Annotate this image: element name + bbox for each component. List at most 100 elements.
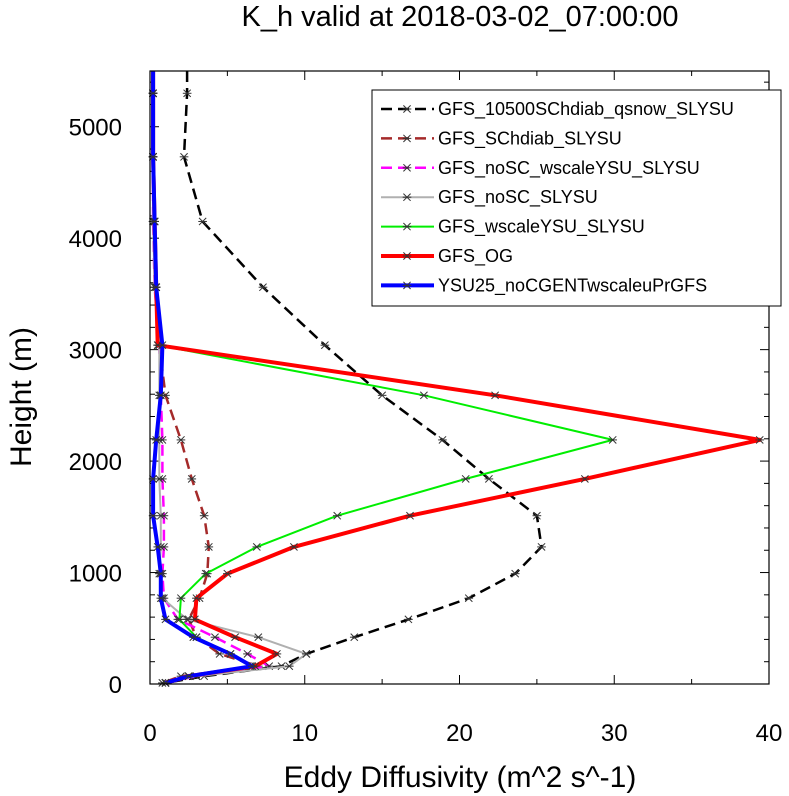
legend-item: GFS_noSC_SLYSU [381,187,598,208]
data-point [190,615,200,624]
legend-item: GFS_wscaleYSU_SLYSU [381,217,645,238]
legend-item: GFS_SChdiab_SLYSU [381,128,622,149]
x-tick-label: 40 [756,720,783,747]
legend-label: GFS_10500SChdiab_qsnow_SLYSU [438,99,734,120]
y-axis-label: Height (m) [5,327,38,467]
legend-item: GFS_10500SChdiab_qsnow_SLYSU [381,99,734,120]
data-point [156,569,166,578]
plot-frame [149,70,770,685]
data-point [755,435,765,444]
data-point [151,435,161,444]
data-point [175,615,184,624]
data-point [179,152,189,161]
data-point [247,662,257,671]
data-point [490,391,500,400]
legend-box [371,89,782,307]
series-YSU25_noCGENTwscaleuPrGFS [148,71,257,687]
data-point [484,474,494,483]
data-point [377,391,387,400]
data-point [156,391,166,400]
legend-item: GFS_OG [381,246,513,267]
legend-marker [402,134,412,143]
data-point [349,633,359,642]
legend-marker [402,193,412,202]
data-point [151,283,161,292]
x-tick-label: 0 [143,720,156,747]
legend-marker [402,163,412,172]
x-tick-label: 30 [601,720,628,747]
data-point [289,542,299,551]
data-point [153,542,163,551]
data-point [258,283,268,292]
series-line [151,71,271,685]
data-point [150,217,159,226]
legend-label: GFS_wscaleYSU_SLYSU [438,217,645,238]
x-tick-label: 10 [291,720,318,747]
data-point [272,649,282,658]
y-tick-label: 3000 [69,338,122,365]
y-tick-label: 4000 [69,226,122,253]
legend-label: GFS_OG [438,246,513,267]
tick-layer: 0 10 20 30 40 0 1000 2000 3000 4000 5000 [69,71,783,747]
data-point [201,569,211,578]
data-point [156,511,166,520]
data-point [192,594,201,603]
chart-title: K_h valid at 2018-03-02_07:00:00 [242,1,679,33]
data-point [301,649,311,658]
data-point [254,633,263,642]
data-point [161,678,170,687]
data-point [199,511,209,520]
x-tick-label: 20 [446,720,473,747]
legend-marker [402,281,412,290]
data-point [608,435,618,444]
series-GFS_noSC_SLYSU [148,71,311,687]
y-tick-label: 0 [109,672,122,699]
data-point [230,633,240,642]
data-point [464,594,474,603]
data-point [182,615,192,624]
legend-marker [402,252,412,260]
legend-marker [402,105,412,113]
legend-item: GFS_noSC_wscaleYSU_SLYSU [381,158,700,179]
data-point [419,391,429,400]
legend-label: GFS_noSC_wscaleYSU_SLYSU [438,158,700,179]
legend-label: GFS_noSC_SLYSU [438,187,598,208]
data-point [320,341,330,350]
data-point [198,217,207,226]
data-point [284,662,294,671]
data-point [332,511,342,520]
legend-label: GFS_SChdiab_SLYSU [438,128,622,149]
data-point [161,615,170,624]
data-point [537,542,546,551]
data-point [156,594,166,603]
data-point [182,89,192,98]
y-tick-label: 5000 [69,115,122,142]
chart-legend: GFS_10500SChdiab_qsnow_SLYSU GFS_SChdiab_… [371,89,782,307]
data-point [176,594,186,603]
data-point [438,435,447,444]
legend-label: YSU25_noCGENTwscaleuPrGFS [438,275,707,296]
legend-item: YSU25_noCGENTwscaleuPrGFS [381,275,707,296]
data-point [252,542,262,551]
plot-series [148,71,765,687]
series-GFS_noSC_wscaleYSU_SLYSU [148,71,274,687]
data-point [510,569,520,578]
y-tick-label: 1000 [69,561,122,588]
data-point [189,633,198,642]
data-point [461,474,471,483]
data-point [184,672,194,681]
data-point [187,474,197,483]
data-point [223,569,232,578]
y-tick-label: 2000 [69,449,122,476]
series-GFS_SChdiab_SLYSU [148,71,263,687]
data-point [243,649,252,658]
data-point [158,341,167,350]
data-point [226,649,235,658]
data-point [405,511,415,520]
data-point [404,615,413,624]
data-point [210,633,220,642]
data-point [204,542,214,551]
x-axis-label: Eddy Diffusivity (m^2 s^-1) [284,761,637,794]
data-point [532,511,542,520]
